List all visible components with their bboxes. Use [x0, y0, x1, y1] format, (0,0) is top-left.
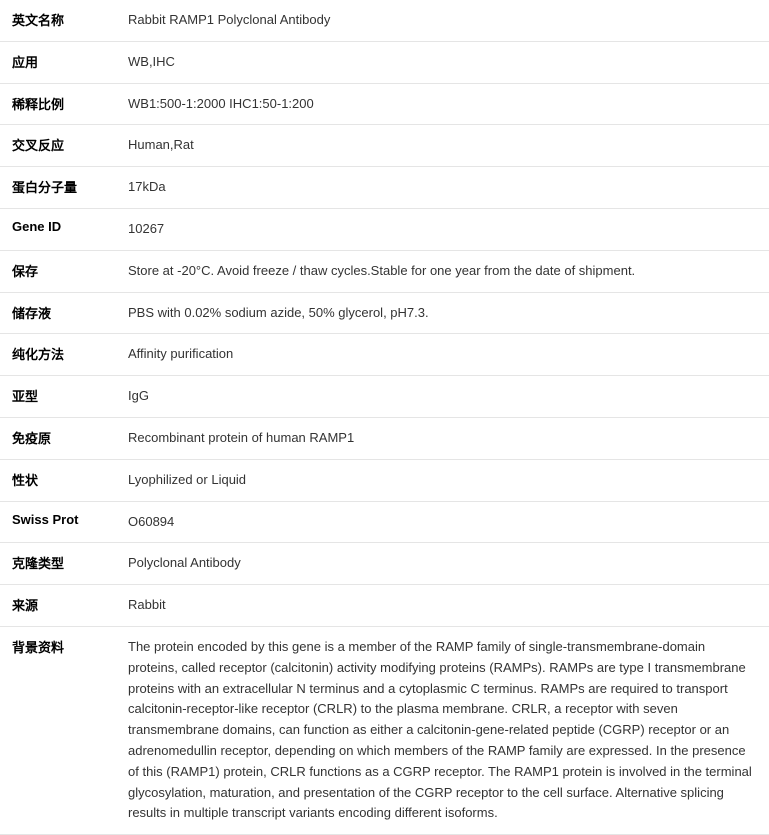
spec-value: Rabbit RAMP1 Polyclonal Antibody	[120, 0, 769, 41]
spec-value: PBS with 0.02% sodium azide, 50% glycero…	[120, 292, 769, 334]
spec-value: 17kDa	[120, 167, 769, 209]
spec-row: 交叉反应Human,Rat	[0, 125, 769, 167]
spec-row: Gene ID10267	[0, 208, 769, 250]
spec-value: IgG	[120, 376, 769, 418]
spec-table-body: 英文名称Rabbit RAMP1 Polyclonal Antibody应用WB…	[0, 0, 769, 835]
spec-row: 亚型IgG	[0, 376, 769, 418]
spec-row: 背景资料The protein encoded by this gene is …	[0, 626, 769, 834]
spec-value: Lyophilized or Liquid	[120, 459, 769, 501]
spec-row: 应用WB,IHC	[0, 41, 769, 83]
spec-row: 保存Store at -20°C. Avoid freeze / thaw cy…	[0, 250, 769, 292]
spec-label: 背景资料	[0, 626, 120, 834]
spec-label: 交叉反应	[0, 125, 120, 167]
spec-row: 来源Rabbit	[0, 585, 769, 627]
spec-value: O60894	[120, 501, 769, 543]
spec-value: WB,IHC	[120, 41, 769, 83]
spec-label: 免疫原	[0, 417, 120, 459]
spec-row: 免疫原Recombinant protein of human RAMP1	[0, 417, 769, 459]
spec-table: 英文名称Rabbit RAMP1 Polyclonal Antibody应用WB…	[0, 0, 769, 835]
spec-value: Affinity purification	[120, 334, 769, 376]
spec-label: 亚型	[0, 376, 120, 418]
spec-row: 克隆类型Polyclonal Antibody	[0, 543, 769, 585]
spec-value: Recombinant protein of human RAMP1	[120, 417, 769, 459]
spec-label: 纯化方法	[0, 334, 120, 376]
spec-label: 稀释比例	[0, 83, 120, 125]
spec-value: Store at -20°C. Avoid freeze / thaw cycl…	[120, 250, 769, 292]
spec-label: 保存	[0, 250, 120, 292]
spec-label: 应用	[0, 41, 120, 83]
spec-value: Rabbit	[120, 585, 769, 627]
spec-row: 稀释比例WB1:500-1:2000 IHC1:50-1:200	[0, 83, 769, 125]
spec-value: WB1:500-1:2000 IHC1:50-1:200	[120, 83, 769, 125]
spec-row: 纯化方法Affinity purification	[0, 334, 769, 376]
spec-label: 克隆类型	[0, 543, 120, 585]
spec-label: 性状	[0, 459, 120, 501]
spec-value: 10267	[120, 208, 769, 250]
spec-label: Swiss Prot	[0, 501, 120, 543]
spec-row: Swiss ProtO60894	[0, 501, 769, 543]
spec-row: 性状Lyophilized or Liquid	[0, 459, 769, 501]
spec-value: Polyclonal Antibody	[120, 543, 769, 585]
spec-label: Gene ID	[0, 208, 120, 250]
spec-label: 蛋白分子量	[0, 167, 120, 209]
spec-row: 英文名称Rabbit RAMP1 Polyclonal Antibody	[0, 0, 769, 41]
spec-label: 来源	[0, 585, 120, 627]
spec-value: The protein encoded by this gene is a me…	[120, 626, 769, 834]
spec-row: 储存液PBS with 0.02% sodium azide, 50% glyc…	[0, 292, 769, 334]
spec-row: 蛋白分子量17kDa	[0, 167, 769, 209]
spec-label: 储存液	[0, 292, 120, 334]
spec-label: 英文名称	[0, 0, 120, 41]
spec-value: Human,Rat	[120, 125, 769, 167]
